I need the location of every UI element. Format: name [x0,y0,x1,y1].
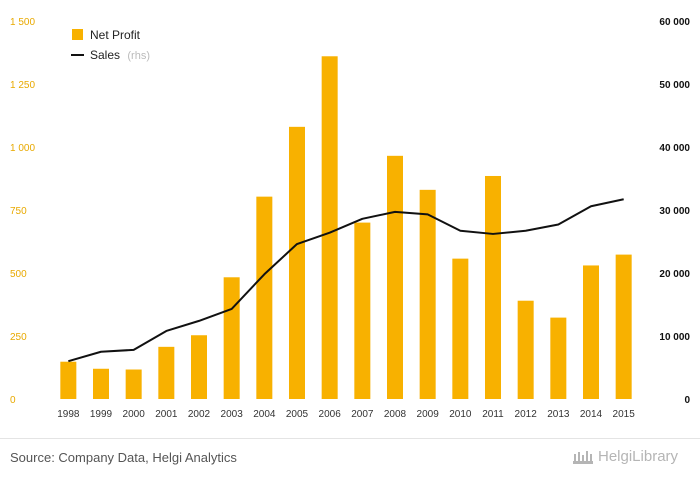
y-tick-left: 500 [10,269,27,280]
x-tick: 2008 [384,409,407,420]
right-axis-ticks: 0 10 000 20 000 30 000 40 000 50 000 60 000 [659,17,690,406]
bar-2001 [158,346,175,399]
left-axis-ticks: 0 250 500 750 1 000 1 250 1 500 [10,17,35,406]
bar-2012 [517,300,534,399]
x-tick: 2009 [417,409,440,420]
x-tick: 2001 [155,409,178,420]
bar-2014 [583,265,599,399]
legend-label-sales: Sales (rhs) [90,48,150,62]
bar-2013 [550,317,567,399]
bar-2008 [387,155,403,399]
y-tick-left: 0 [10,395,16,406]
chart: 0 250 500 750 1 000 1 250 1 500 0 10 000 20 000 3… [10,17,690,420]
bar-2002 [191,335,207,399]
y-tick-right: 20 000 [659,269,690,280]
bar-2004 [256,196,273,399]
x-tick: 2015 [613,409,636,420]
x-tick: 2010 [449,409,472,420]
bar-series [60,56,632,399]
y-tick-right: 30 000 [659,206,690,217]
bar-2007 [354,222,371,399]
y-tick-right: 0 [684,395,690,406]
x-tick: 2003 [221,409,244,420]
library-icon [573,450,593,464]
x-tick: 2006 [319,409,342,420]
bar-1999 [93,368,109,399]
y-tick-right: 40 000 [659,143,690,154]
x-tick: 2005 [286,409,309,420]
bar-2006 [321,56,338,399]
y-tick-left: 250 [10,332,27,343]
legend-swatch-bar [72,29,83,40]
y-tick-left: 1 000 [10,143,35,154]
x-tick: 2011 [482,409,504,420]
x-tick: 2013 [547,409,570,420]
y-tick-right: 50 000 [659,80,690,91]
y-tick-left: 750 [10,206,27,217]
y-tick-left: 1 250 [10,80,35,91]
y-tick-right: 10 000 [659,332,690,343]
line-series [68,198,624,363]
y-tick-right: 60 000 [659,17,690,28]
x-tick: 2002 [188,409,211,420]
x-axis-ticks: 1998 1999 2000 2001 2002 2003 2004 2005 2006 2007… [57,409,635,420]
x-tick: 2012 [515,409,538,420]
x-tick: 1998 [57,409,80,420]
bar-2005 [289,126,305,399]
legend-label-sales-name: Sales [90,48,120,62]
bar-2010 [452,258,469,399]
bar-2009 [419,189,436,399]
bar-2003 [223,277,240,399]
x-tick: 2007 [351,409,374,420]
source-note: Source: Company Data, Helgi Analytics [10,450,237,465]
bar-2000 [125,369,142,399]
bar-1998 [60,361,77,399]
x-tick: 2014 [580,409,603,420]
x-tick: 2004 [253,409,276,420]
legend: Net Profit Sales (rhs) [71,28,150,62]
legend-label-sales-suffix: (rhs) [127,50,150,62]
x-tick: 1999 [90,409,113,420]
brand-logo[interactable]: HelgiLibrary [572,448,678,465]
y-tick-left: 1 500 [10,17,35,28]
sales-line [68,198,624,363]
bar-2015 [615,254,632,399]
bar-2011 [485,175,501,399]
legend-label-net-profit: Net Profit [90,28,141,42]
footer-divider [0,438,700,439]
x-tick: 2000 [123,409,146,420]
brand-name: HelgiLibrary [598,448,679,465]
